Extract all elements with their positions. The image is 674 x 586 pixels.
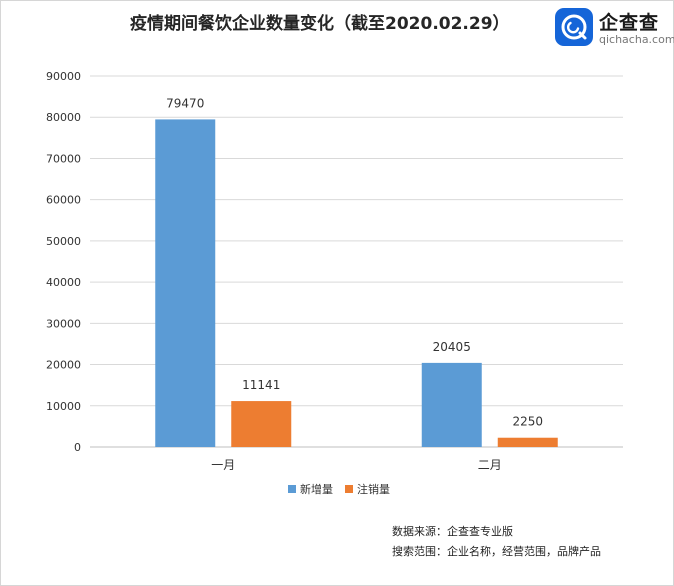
y-tick-label: 90000 — [46, 70, 81, 83]
legend-swatch-cancel — [345, 485, 353, 493]
source-note: 数据来源：企查查专业版 搜索范围：企业名称，经营范围，品牌产品 — [392, 522, 601, 562]
y-tick-label: 30000 — [46, 317, 81, 330]
logo-name: 企查查 — [599, 12, 660, 34]
data-label: 2250 — [512, 415, 543, 429]
y-tick-label: 40000 — [46, 276, 81, 289]
x-tick-label: 二月 — [478, 458, 502, 472]
y-tick-label: 10000 — [46, 400, 81, 413]
bar — [231, 401, 292, 447]
y-tick-label: 50000 — [46, 235, 81, 248]
data-label: 79470 — [166, 96, 204, 110]
logo-mark-icon — [555, 8, 593, 46]
bar — [421, 362, 482, 447]
legend-swatch-new — [288, 485, 296, 493]
logo-domain: qichacha.com — [599, 33, 674, 46]
y-tick-label: 70000 — [46, 152, 81, 165]
bar — [497, 437, 558, 447]
chart-title: 疫情期间餐饮企业数量变化（截至2020.02.29） — [130, 14, 510, 34]
data-label: 11141 — [242, 378, 280, 392]
bar — [155, 119, 216, 448]
qichacha-logo: 企查查 qichacha.com — [555, 6, 674, 52]
source-line: 数据来源：企查查专业版 — [392, 525, 513, 538]
y-tick-label: 0 — [74, 441, 81, 454]
legend-item-new: 新增量 — [288, 481, 333, 497]
legend-label-new: 新增量 — [300, 483, 333, 496]
y-tick-label: 20000 — [46, 359, 81, 372]
y-tick-label: 80000 — [46, 111, 81, 124]
legend-item-cancel: 注销量 — [345, 481, 390, 497]
search-scope-line: 搜索范围：企业名称，经营范围，品牌产品 — [392, 545, 601, 558]
legend-label-cancel: 注销量 — [357, 483, 390, 496]
y-tick-label: 60000 — [46, 194, 81, 207]
x-tick-label: 一月 — [211, 458, 235, 472]
data-label: 20405 — [433, 340, 471, 354]
